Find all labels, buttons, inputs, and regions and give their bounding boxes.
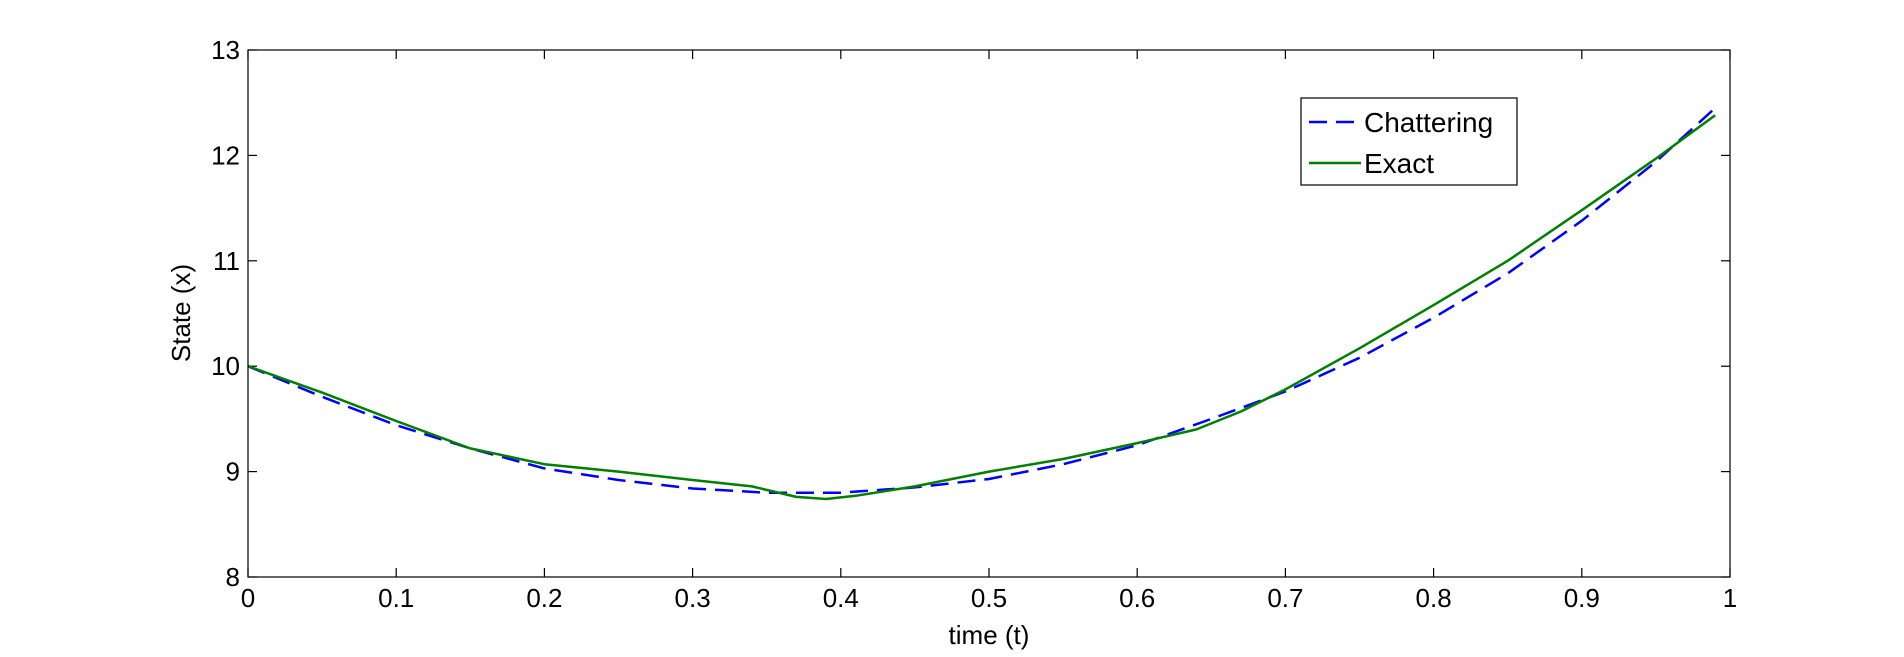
y-tick-label: 13 (211, 35, 240, 65)
legend: Chattering Exact (1300, 97, 1518, 186)
y-axis-label: State (x) (166, 264, 196, 362)
x-tick-label: 0.8 (1416, 583, 1452, 613)
x-tick-label: 0.2 (526, 583, 562, 613)
x-tick-label: 0.1 (378, 583, 414, 613)
legend-label-chattering: Chattering (1364, 107, 1493, 138)
y-tick-label: 9 (226, 457, 240, 487)
tick-labels-layer: 0 0.1 0.2 0.3 0.4 0.5 0.6 0.7 0.8 0.9 1 8 9 10 11 12 13 (211, 35, 1737, 613)
x-axis-label: time (t) (949, 620, 1030, 650)
y-tick-label: 12 (211, 140, 240, 170)
legend-box (1300, 97, 1518, 186)
x-tick-label: 0.7 (1267, 583, 1303, 613)
x-tick-label: 0.4 (823, 583, 859, 613)
y-tick-label: 8 (226, 562, 240, 592)
y-tick-label: 10 (211, 351, 240, 381)
x-tick-label: 0.3 (675, 583, 711, 613)
plot-frame (247, 49, 1731, 578)
x-tick-label: 0.6 (1119, 583, 1155, 613)
legend-label-exact: Exact (1364, 148, 1434, 179)
y-tick-label: 11 (213, 246, 240, 276)
x-tick-label: 1 (1723, 583, 1737, 613)
x-tick-label: 0.9 (1564, 583, 1600, 613)
series-line-chattering (247, 107, 1717, 494)
x-tick-label: 0 (241, 583, 255, 613)
series-line-exact (247, 114, 1716, 501)
x-tick-label: 0.5 (971, 583, 1007, 613)
series-layer (247, 107, 1717, 501)
